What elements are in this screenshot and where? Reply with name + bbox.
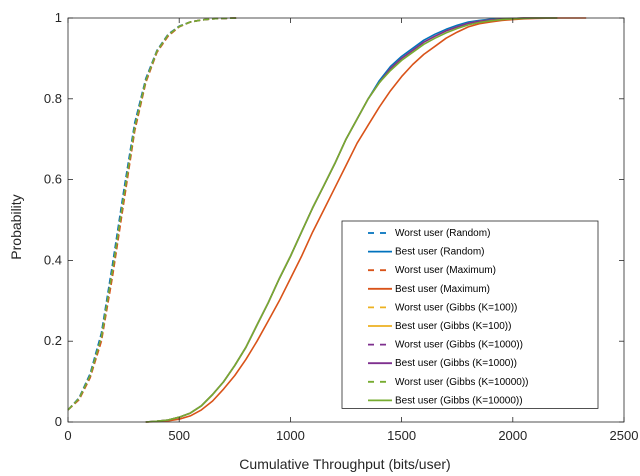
- series-line-9: [145, 17, 558, 423]
- legend-entry-0: Worst user (Random): [395, 228, 490, 239]
- y-tick-label: 0.4: [44, 252, 62, 267]
- x-tick-label: 2000: [498, 428, 527, 443]
- legend-entry-3: Best user (Maximum): [395, 284, 490, 295]
- series-line-3: [145, 17, 587, 423]
- x-axis-label: Cumulative Throughput (bits/user): [239, 456, 450, 472]
- axes-box: [67, 17, 625, 423]
- legend: Worst user (Random) Best user (Random) Wor…: [341, 220, 599, 409]
- x-tick-label: 0: [64, 428, 71, 443]
- y-tick-label: 0.6: [44, 172, 62, 187]
- series-layer: [67, 17, 587, 423]
- y-tick-label: 0.2: [44, 333, 62, 348]
- x-tick-label: 2500: [610, 428, 639, 443]
- legend-entry-5: Best user (Gibbs (K=100)): [395, 321, 511, 332]
- legend-entry-6: Worst user (Gibbs (K=1000)): [395, 340, 523, 351]
- legend-entry-9: Best user (Gibbs (K=10000)): [395, 395, 523, 406]
- legend-entry-2: Worst user (Maximum): [395, 265, 496, 276]
- y-tick-label: 0.8: [44, 91, 62, 106]
- y-tick-label: 1: [55, 10, 62, 25]
- legend-entry-1: Best user (Random): [395, 247, 484, 258]
- x-tick-label: 1500: [387, 428, 416, 443]
- axes-layer: 0 500 1000 1500 2000 2500 0 0.2 0.4 0.6 0.8 1: [44, 10, 639, 443]
- series-line-8: [67, 17, 238, 411]
- legend-entry-8: Worst user (Gibbs (K=10000)): [395, 377, 528, 388]
- legend-entry-4: Worst user (Gibbs (K=100)): [395, 302, 517, 313]
- legend-entry-7: Best user (Gibbs (K=1000)): [395, 358, 517, 369]
- x-tick-label: 500: [168, 428, 190, 443]
- y-axis-label: Probability: [8, 194, 24, 259]
- x-tick-label: 1000: [276, 428, 305, 443]
- y-tick-label: 0: [55, 414, 62, 429]
